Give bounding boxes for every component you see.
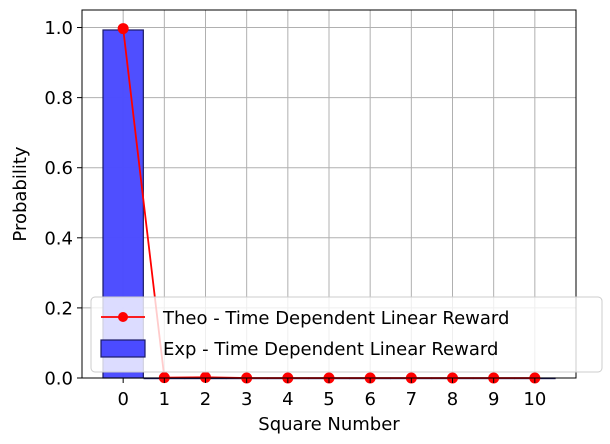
y-tick-label-3: 0.6 [44, 158, 73, 179]
x-tick-label-7: 7 [406, 389, 417, 410]
x-tick-label-1: 1 [159, 389, 170, 410]
x-tick-label-3: 3 [241, 389, 252, 410]
x-tick-label-5: 5 [323, 389, 334, 410]
legend-marker-swatch [118, 312, 128, 322]
y-tick-label-0: 0.0 [44, 369, 73, 390]
x-axis-label: Square Number [258, 414, 400, 435]
legend-entry-theo: Theo - Time Dependent Linear Reward [162, 308, 509, 329]
x-tick-label-9: 9 [488, 389, 499, 410]
x-tick-label-8: 8 [447, 389, 458, 410]
theo-point-0 [117, 23, 129, 35]
x-tick-label-6: 6 [364, 389, 375, 410]
y-tick-label-2: 0.4 [44, 228, 73, 249]
x-tick-label-10: 10 [523, 389, 546, 410]
legend-box [90, 296, 603, 373]
y-tick-label-5: 1.0 [44, 18, 73, 39]
legend-bar-swatch [100, 339, 146, 358]
y-axis-ticks: 0.0 0.2 0.4 0.6 0.8 1.0 [44, 18, 82, 390]
x-tick-label-2: 2 [200, 389, 211, 410]
x-tick-label-0: 0 [117, 389, 128, 410]
y-tick-label-1: 0.2 [44, 298, 73, 319]
y-tick-label-4: 0.8 [44, 88, 73, 109]
legend-entry-exp: Exp - Time Dependent Linear Reward [163, 339, 498, 360]
x-tick-label-4: 4 [282, 389, 293, 410]
x-axis-ticks: 0 1 2 3 4 5 6 7 8 9 10 [117, 378, 546, 410]
y-axis-label: Probability [10, 146, 31, 241]
legend: Theo - Time Dependent Linear Reward Exp … [90, 296, 603, 373]
